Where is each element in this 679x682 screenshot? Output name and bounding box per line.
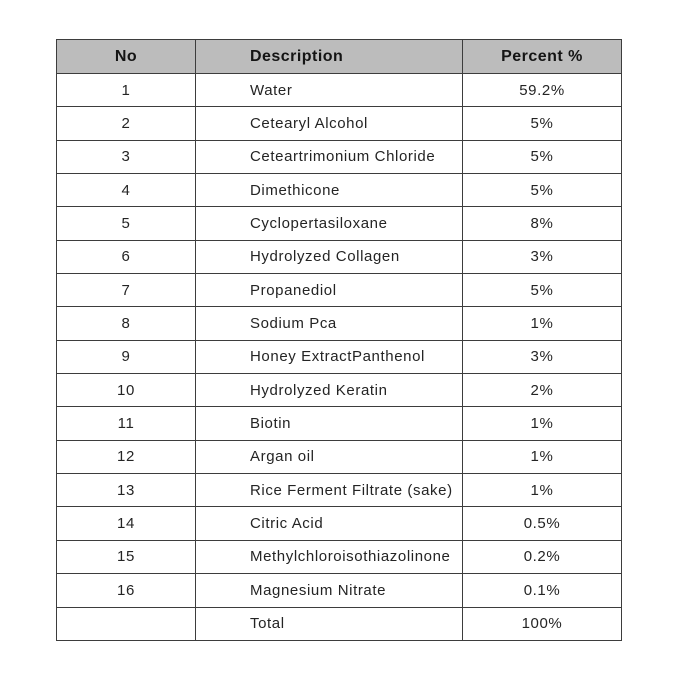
cell-no: 3 [56,139,196,175]
cell-no: 16 [56,573,196,608]
cell-no: 8 [56,306,196,341]
cell-percent: 1% [462,306,622,341]
table-row: Total 100% [56,606,622,641]
cell-percent: 3% [462,339,622,375]
cell-percent: 5% [462,273,622,308]
table-row: 14 Citric Acid 0.5% [56,506,622,541]
header-cell-description: Description [195,39,463,74]
cell-percent: 1% [462,439,622,475]
cell-percent: 59.2% [462,72,622,108]
cell-description: Honey ExtractPanthenol [195,339,463,375]
cell-description: Sodium Pca [195,306,463,341]
table-row: 3 Ceteartrimonium Chloride 5% [56,139,622,175]
cell-no: 6 [56,239,196,275]
cell-description: Magnesium Nitrate [195,573,463,608]
cell-percent: 100% [462,606,622,641]
cell-percent: 0.5% [462,506,622,541]
cell-percent: 1% [462,406,622,441]
cell-description: Methylchloroisothiazolinone [195,539,463,575]
table-row: 16 Magnesium Nitrate 0.1% [56,573,622,608]
header-cell-no: No [56,39,196,74]
cell-description: Biotin [195,406,463,441]
table-row: 9 Honey ExtractPanthenol 3% [56,339,622,375]
cell-no: 4 [56,173,196,208]
cell-no: 10 [56,373,196,408]
cell-description: Hydrolyzed Collagen [195,239,463,275]
cell-no: 2 [56,106,196,141]
cell-no [56,606,196,641]
cell-description: Water [195,72,463,108]
cell-description: Dimethicone [195,173,463,208]
cell-no: 7 [56,273,196,308]
cell-percent: 5% [462,139,622,175]
table-row: 12 Argan oil 1% [56,439,622,475]
cell-percent: 0.1% [462,573,622,608]
ingredients-table: No Description Percent % 1 Water 59.2% 2 Cet… [56,39,622,641]
header-cell-percent: Percent % [462,39,622,74]
table-row: 5 Cyclopertasiloxane 8% [56,206,622,241]
cell-percent: 2% [462,373,622,408]
table-row: 6 Hydrolyzed Collagen 3% [56,239,622,275]
cell-percent: 5% [462,173,622,208]
table-row: 7 Propanediol 5% [56,273,622,308]
table-row: 1 Water 59.2% [56,72,622,108]
cell-no: 13 [56,473,196,508]
header-row: No Description Percent % [56,39,622,74]
cell-description: Hydrolyzed Keratin [195,373,463,408]
cell-description: Citric Acid [195,506,463,541]
cell-description: Rice Ferment Filtrate (sake) [195,473,463,508]
table-row: 4 Dimethicone 5% [56,173,622,208]
cell-no: 5 [56,206,196,241]
cell-percent: 5% [462,106,622,141]
cell-percent: 3% [462,239,622,275]
table-body: 1 Water 59.2% 2 Cetearyl Alcohol 5% 3 Ceteartri… [56,72,622,641]
cell-no: 9 [56,339,196,375]
cell-no: 1 [56,72,196,108]
table-row: 2 Cetearyl Alcohol 5% [56,106,622,141]
cell-no: 14 [56,506,196,541]
cell-no: 15 [56,539,196,575]
cell-percent: 8% [462,206,622,241]
cell-no: 11 [56,406,196,441]
cell-description: Argan oil [195,439,463,475]
cell-description: Propanediol [195,273,463,308]
table-row: 8 Sodium Pca 1% [56,306,622,341]
cell-description: Cetearyl Alcohol [195,106,463,141]
table-row: 15 Methylchloroisothiazolinone 0.2% [56,539,622,575]
table-row: 11 Biotin 1% [56,406,622,441]
cell-description: Ceteartrimonium Chloride [195,139,463,175]
cell-percent: 0.2% [462,539,622,575]
cell-description: Total [195,606,463,641]
table-row: 13 Rice Ferment Filtrate (sake) 1% [56,473,622,508]
cell-description: Cyclopertasiloxane [195,206,463,241]
cell-no: 12 [56,439,196,475]
table-row: 10 Hydrolyzed Keratin 2% [56,373,622,408]
cell-percent: 1% [462,473,622,508]
